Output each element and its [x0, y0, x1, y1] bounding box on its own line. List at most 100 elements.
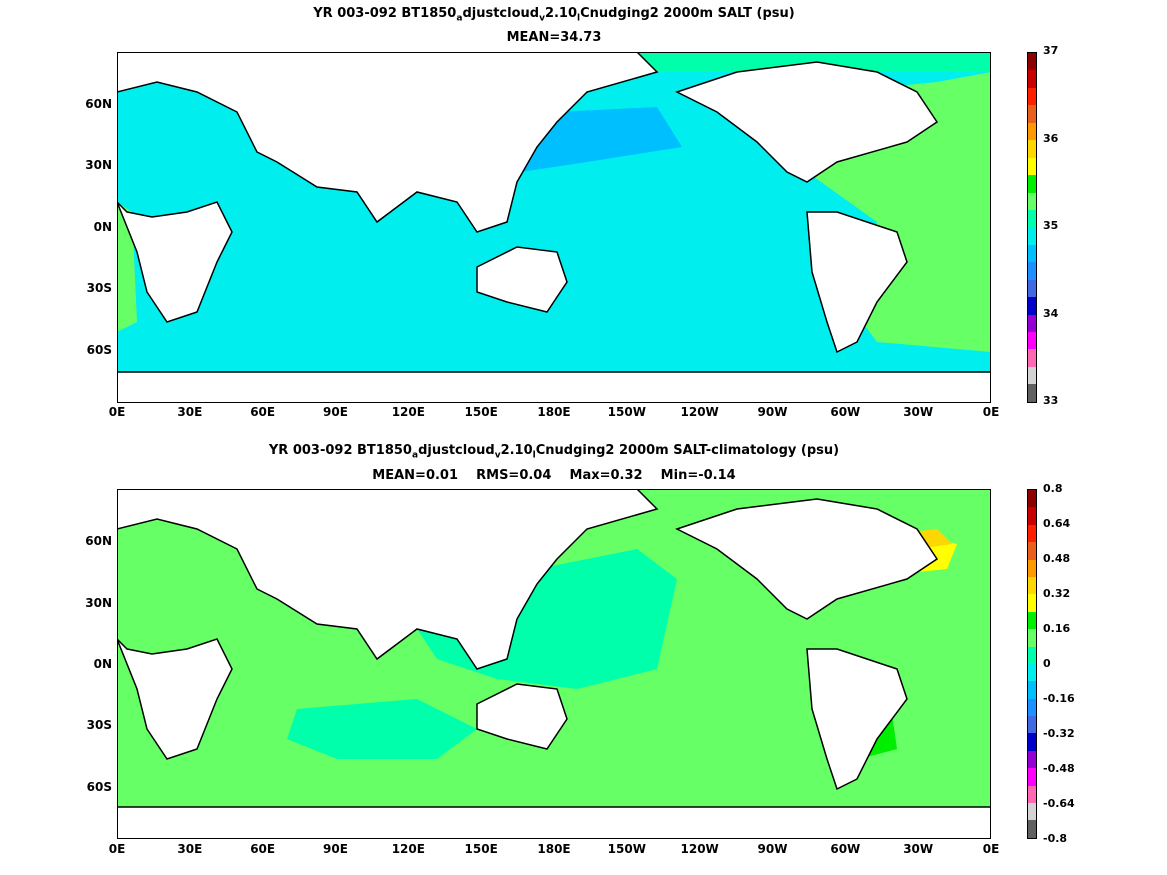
colorbar-segment — [1028, 524, 1036, 543]
colorbar-segment — [1028, 122, 1036, 141]
panel1-title: YR 003-092 BT1850adjustcloudv2.10lCnudgi… — [313, 6, 795, 24]
africa — [117, 638, 233, 760]
panel1-map — [117, 52, 991, 403]
panel1-ytick: 60N — [85, 97, 112, 111]
panel1-colorbar — [1027, 52, 1037, 403]
panel1-colorbar-tick: 34 — [1043, 307, 1059, 320]
panel2-colorbar-tick: 0.16 — [1043, 622, 1071, 635]
panel1-ytick: 30N — [85, 158, 112, 172]
colorbar-segment — [1028, 542, 1036, 560]
colorbar-segment — [1028, 576, 1036, 595]
panel2-xtick: 90E — [323, 842, 348, 856]
panel2-xtick: 150E — [464, 842, 498, 856]
colorbar-segment — [1028, 594, 1036, 612]
panel2-xtick: 30W — [903, 842, 934, 856]
colorbar-segment — [1028, 768, 1036, 786]
panel2-xtick: 30E — [177, 842, 203, 856]
north-america — [675, 498, 939, 620]
panel2-xtick: 90W — [757, 842, 788, 856]
panel1-colorbar-tick: 33 — [1043, 394, 1059, 407]
colorbar-segment — [1028, 297, 1036, 315]
panel1-xtick: 30E — [177, 405, 203, 419]
panel2-ytick: 60S — [86, 780, 112, 794]
panel2-frame — [117, 489, 991, 839]
colorbar-segment — [1028, 349, 1036, 367]
panel2-ytick: 30N — [85, 596, 112, 610]
antarctica — [117, 371, 991, 403]
panel2-colorbar-tick: -0.16 — [1043, 692, 1075, 705]
colorbar-segment — [1028, 140, 1036, 158]
colorbar-segment — [1028, 785, 1036, 804]
colorbar-segment — [1028, 611, 1036, 630]
panel2-xtick: 0E — [982, 842, 1000, 856]
colorbar-segment — [1028, 716, 1036, 734]
panel1-xtick: 120E — [391, 405, 425, 419]
panel2-colorbar-tick: -0.32 — [1043, 727, 1075, 740]
panel1-xtick: 60W — [830, 405, 861, 419]
panel2-colorbar-tick: 0 — [1043, 657, 1051, 670]
panel1-xtick: 150W — [607, 405, 646, 419]
colorbar-segment — [1028, 507, 1036, 525]
colorbar-segment — [1028, 105, 1036, 123]
colorbar-segment — [1028, 384, 1036, 402]
colorbar-segment — [1028, 192, 1036, 210]
australia — [476, 683, 568, 750]
land-masses — [117, 52, 991, 403]
colorbar-segment — [1028, 279, 1036, 298]
panel1-colorbar-tick: 37 — [1043, 44, 1059, 57]
panel1-colorbar-tick: 35 — [1043, 219, 1059, 232]
eurasia — [117, 52, 659, 233]
panel1-xtick: 90E — [323, 405, 348, 419]
panel2-xtick: 60W — [830, 842, 861, 856]
colorbar-segment — [1028, 157, 1036, 176]
panel2-colorbar-tick: 0.48 — [1043, 552, 1071, 565]
panel1-xtick: 60E — [250, 405, 276, 419]
panel1-ytick: 30S — [86, 281, 112, 295]
australia — [476, 246, 568, 313]
colorbar-segment — [1028, 820, 1036, 838]
colorbar-segment — [1028, 629, 1036, 647]
land-masses — [117, 489, 991, 839]
panel2-ytick: 60N — [85, 534, 112, 548]
panel2-colorbar-tick: 0.64 — [1043, 517, 1071, 530]
colorbar-segment — [1028, 490, 1036, 508]
colorbar-segment — [1028, 646, 1036, 664]
panel2-xtick: 120E — [391, 842, 425, 856]
panel2-xtick: 120W — [680, 842, 719, 856]
north-america — [675, 61, 939, 183]
panel1-xtick: 0E — [108, 405, 126, 419]
panel2-colorbar-tick: -0.8 — [1043, 832, 1068, 845]
panel2-map — [117, 489, 991, 839]
colorbar-segment — [1028, 803, 1036, 821]
south-america — [806, 211, 908, 354]
colorbar-segment — [1028, 698, 1036, 717]
panel1-xtick: 30W — [903, 405, 934, 419]
colorbar-segment — [1028, 366, 1036, 385]
panel1-ytick: 60S — [86, 343, 112, 357]
panel2-ytick: 0N — [93, 657, 112, 671]
panel1-xtick: 150E — [464, 405, 498, 419]
panel1-xtick: 0E — [982, 405, 1000, 419]
panel1-frame — [117, 52, 991, 403]
colorbar-segment — [1028, 314, 1036, 332]
panel2-colorbar — [1027, 489, 1037, 839]
panel2-ytick: 30S — [86, 718, 112, 732]
colorbar-segment — [1028, 87, 1036, 106]
colorbar-segment — [1028, 733, 1036, 751]
south-america — [806, 648, 908, 791]
panel2-colorbar-tick: -0.48 — [1043, 762, 1075, 775]
africa — [117, 201, 233, 323]
panel2-xtick: 60E — [250, 842, 276, 856]
colorbar-segment — [1028, 209, 1036, 228]
panel1-ytick: 0N — [93, 220, 112, 234]
panel2-xtick: 180E — [537, 842, 571, 856]
panel1-xtick: 90W — [757, 405, 788, 419]
colorbar-segment — [1028, 559, 1036, 577]
colorbar-segment — [1028, 750, 1036, 769]
colorbar-segment — [1028, 70, 1036, 88]
colorbar-segment — [1028, 227, 1036, 245]
panel2-subtitle: MEAN=0.01 RMS=0.04 Max=0.32 Min=-0.14 — [372, 468, 736, 483]
colorbar-segment — [1028, 681, 1036, 699]
colorbar-segment — [1028, 175, 1036, 193]
panel1-colorbar-tick: 36 — [1043, 132, 1059, 145]
